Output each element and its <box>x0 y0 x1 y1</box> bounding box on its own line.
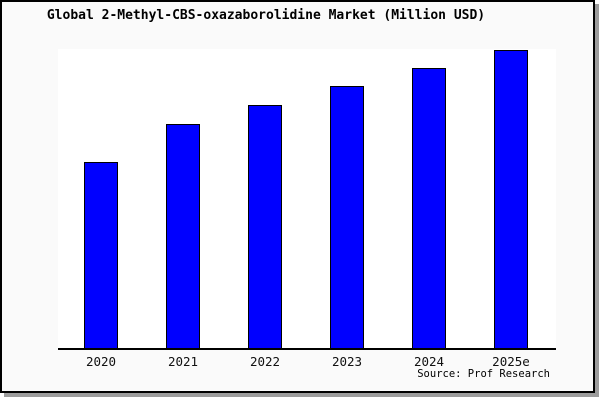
bar-2022 <box>248 105 282 348</box>
chart-frame: Global 2-Methyl-CBS-oxazaborolidine Mark… <box>0 0 595 393</box>
x-tick-2025e: 2025e <box>492 354 530 369</box>
chart-title: Global 2-Methyl-CBS-oxazaborolidine Mark… <box>46 8 486 23</box>
bar-2024 <box>412 68 446 348</box>
bar-2020 <box>84 162 118 348</box>
x-tick-2022: 2022 <box>249 354 281 369</box>
bar-2021 <box>166 124 200 348</box>
x-tick-2024: 2024 <box>413 354 445 369</box>
bar-2023 <box>330 86 364 348</box>
x-tick-2021: 2021 <box>167 354 199 369</box>
x-tick-2023: 2023 <box>331 354 363 369</box>
plot-area <box>58 49 556 350</box>
bar-2025e <box>494 50 528 348</box>
x-tick-2020: 2020 <box>85 354 117 369</box>
source-note: Source: Prof Research <box>417 368 550 380</box>
